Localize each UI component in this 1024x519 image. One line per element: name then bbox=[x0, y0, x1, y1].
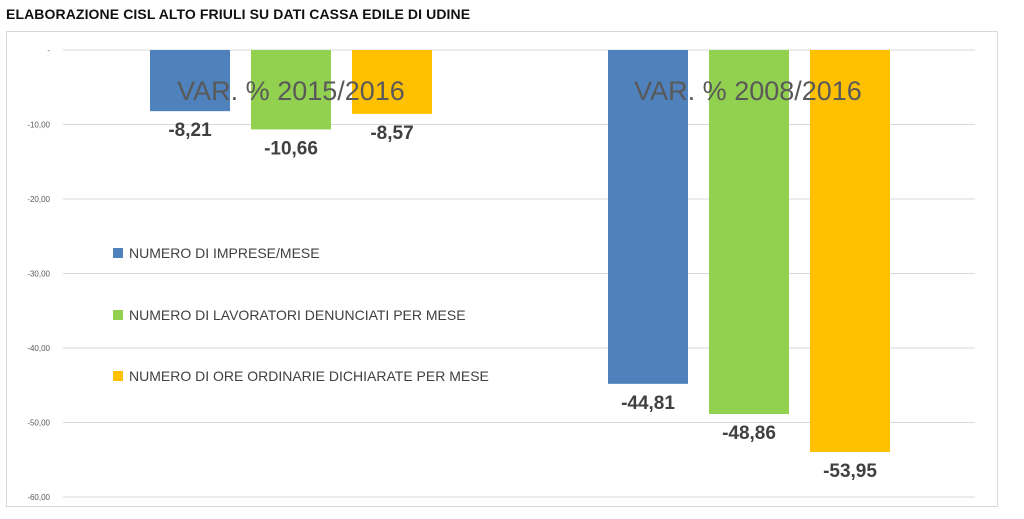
category-labels: VAR. % 2015/2016 VAR. % 2008/2016 bbox=[177, 76, 862, 106]
bar bbox=[709, 50, 789, 415]
y-tick-label: -60,00 bbox=[27, 493, 50, 502]
legend-swatch bbox=[113, 248, 123, 258]
legend-label: NUMERO DI LAVORATORI DENUNCIATI PER MESE bbox=[129, 307, 466, 323]
legend-label: NUMERO DI ORE ORDINARIE DICHIARATE PER M… bbox=[129, 368, 489, 384]
y-tick-label: -20,00 bbox=[27, 195, 50, 204]
bars bbox=[150, 50, 890, 452]
y-tick-label: - bbox=[47, 46, 50, 55]
gridlines bbox=[63, 49, 975, 498]
data-label: -10,66 bbox=[264, 138, 318, 159]
legend-swatch bbox=[113, 371, 123, 381]
legend-label: NUMERO DI IMPRESE/MESE bbox=[129, 245, 320, 261]
data-label: -8,57 bbox=[370, 123, 413, 144]
page-title: ELABORAZIONE CISL ALTO FRIULI SU DATI CA… bbox=[6, 6, 471, 22]
category-label: VAR. % 2008/2016 bbox=[634, 76, 862, 106]
bar bbox=[150, 50, 230, 112]
bar-chart: - -10,00 -20,00 -30,00 -40,00 -50,00 -60,00 VA… bbox=[27, 46, 975, 502]
category-label: VAR. % 2015/2016 bbox=[177, 76, 405, 106]
data-labels: -8,21 -44,81 -10,66 -48,86 -8,57 -53,95 bbox=[168, 120, 877, 482]
data-label: -53,95 bbox=[823, 461, 877, 482]
y-tick-label: -40,00 bbox=[27, 344, 50, 353]
bar bbox=[810, 50, 890, 452]
legend-swatch bbox=[113, 310, 123, 320]
y-tick-label: -10,00 bbox=[27, 121, 50, 130]
y-axis-ticks: - -10,00 -20,00 -30,00 -40,00 -50,00 -60,00 bbox=[27, 46, 50, 502]
y-tick-label: -30,00 bbox=[27, 270, 50, 279]
data-label: -8,21 bbox=[168, 120, 212, 141]
data-label: -48,86 bbox=[722, 423, 776, 444]
bar bbox=[608, 50, 688, 384]
legend: NUMERO DI IMPRESE/MESE NUMERO DI LAVORATO… bbox=[113, 245, 489, 384]
y-tick-label: -50,00 bbox=[27, 419, 50, 428]
data-label: -44,81 bbox=[621, 393, 675, 414]
bar bbox=[251, 50, 331, 130]
chart-area: - -10,00 -20,00 -30,00 -40,00 -50,00 -60,00 VA… bbox=[6, 31, 998, 507]
bar bbox=[352, 50, 432, 114]
